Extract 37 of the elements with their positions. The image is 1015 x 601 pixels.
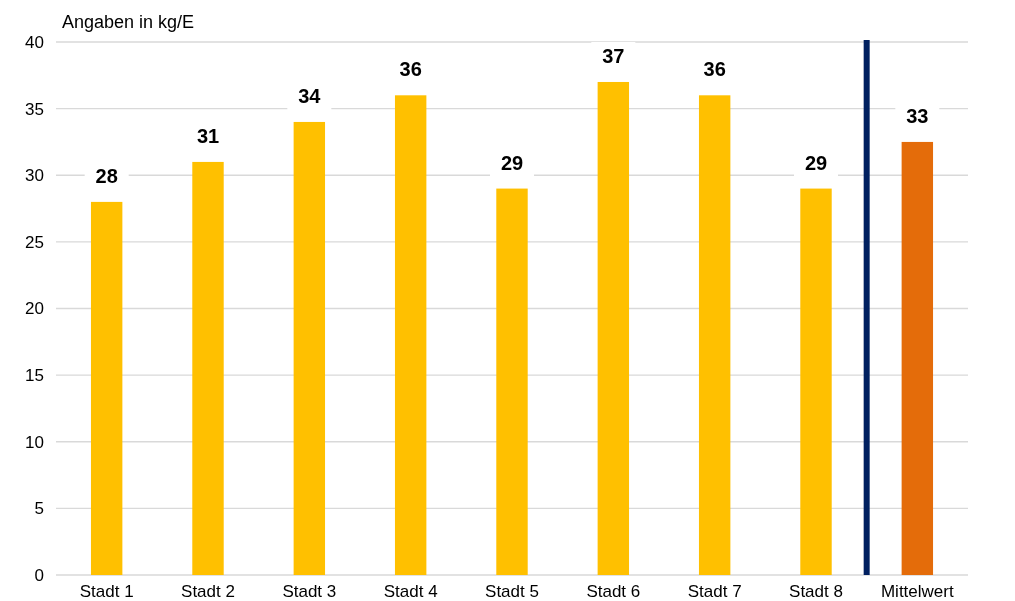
x-tick-label: Mittelwert	[880, 582, 954, 601]
x-tick-label: Stadt 4	[383, 582, 438, 601]
bar	[192, 161, 224, 575]
x-tick-label: Stadt 2	[181, 582, 235, 601]
data-label: 28	[95, 164, 118, 187]
y-tick-label: 25	[25, 232, 44, 252]
bar	[394, 95, 427, 575]
bar	[293, 121, 326, 575]
data-label: 36	[399, 58, 422, 81]
bar	[496, 188, 528, 575]
y-tick-label: 10	[25, 432, 44, 452]
y-tick-label: 5	[34, 499, 44, 519]
y-axis-title: Angaben in kg/E	[62, 12, 195, 32]
x-tick-label: Stadt 6	[586, 582, 641, 601]
x-tick-label: Stadt 7	[687, 582, 742, 601]
y-tick-label: 30	[25, 166, 44, 186]
data-label: 33	[906, 104, 929, 127]
bar	[698, 95, 731, 575]
y-tick-label: 20	[25, 299, 44, 319]
bar	[597, 81, 630, 575]
x-tick-label: Stadt 1	[79, 582, 134, 601]
x-tick-label: Stadt 5	[485, 582, 539, 601]
data-label: 37	[602, 44, 625, 67]
x-tick-label: Stadt 8	[789, 582, 843, 601]
data-label: 36	[703, 58, 726, 81]
y-tick-label: 0	[34, 565, 44, 585]
x-tick-label: Stadt 3	[282, 582, 337, 601]
bar	[901, 141, 934, 575]
y-tick-label: 15	[25, 366, 44, 386]
y-tick-label: 35	[25, 99, 44, 119]
data-label: 34	[298, 84, 322, 107]
bar	[90, 201, 123, 575]
y-tick-label: 40	[25, 32, 44, 52]
bar	[800, 188, 832, 575]
data-label: 29	[804, 151, 828, 174]
data-label: 31	[196, 124, 220, 147]
data-label: 29	[500, 151, 524, 174]
